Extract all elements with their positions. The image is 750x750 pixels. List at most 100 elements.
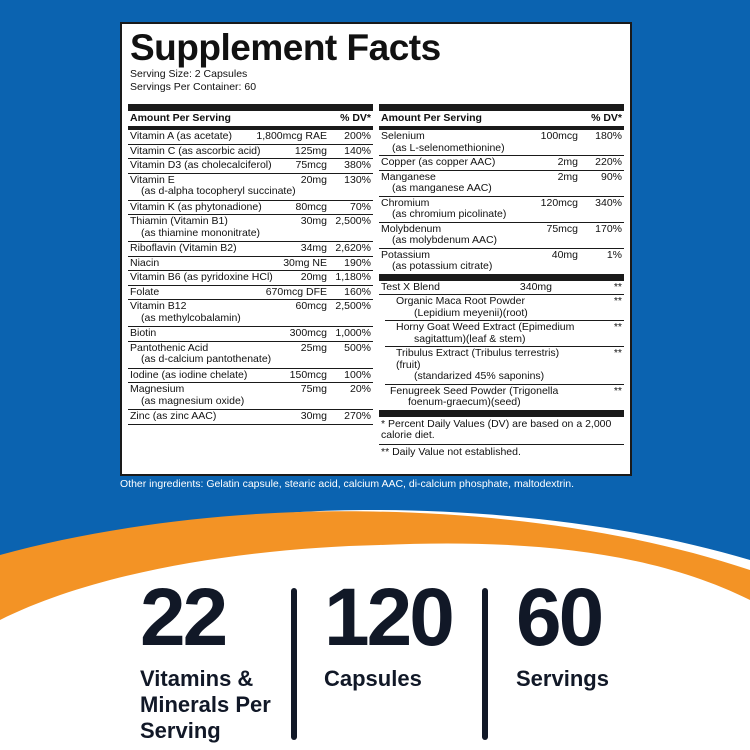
nutrient-name: Manganese (as manganese AAC) — [381, 170, 558, 195]
nutrient-label: Vitamin C (as ascorbic acid) — [130, 144, 261, 157]
nutrient-name: Biotin — [130, 327, 290, 340]
nutrient-dv: 1% — [606, 248, 622, 261]
nutrient-dv: ** — [613, 321, 622, 333]
nutrient-source: (as magnesium oxide) — [141, 394, 245, 407]
nutrient-label: Copper (as copper AAC) — [381, 156, 496, 168]
stat-servings: 60 Servings — [516, 572, 609, 692]
nutrient-label: Molybdenum — [381, 222, 442, 235]
nutrient-dv: 70% — [349, 200, 371, 213]
nutrient-name: Vitamin B12 (as methylcobalamin) — [130, 300, 295, 324]
stat-number: 120 — [324, 572, 455, 663]
nutrient-name: Potassium (as potassium citrate) — [381, 249, 552, 273]
serving-size: Serving Size: 2 Capsules — [130, 68, 248, 80]
nutrient-label: Thiamin (Vitamin B1) — [130, 215, 228, 227]
nutrient-row: Horny Goat Weed Extract (Epimedium sagita… — [385, 321, 624, 347]
nutrient-row: Selenium (as L-selenomethionine) 100mcg 180… — [379, 130, 624, 156]
nutrient-label: Pantothenic Acid — [130, 341, 209, 354]
nutrient-amount: 20mg — [300, 271, 327, 283]
nutrient-name: Folate — [130, 285, 266, 299]
nutrient-row: Biotin 300mcg 1,000% — [128, 327, 373, 342]
footnote-dv: * Percent Daily Values (DV) are based on… — [379, 417, 624, 445]
stat-capsules: 120 Capsules — [324, 572, 455, 692]
nutrient-label: Test X Blend — [381, 280, 440, 293]
nutrient-label: Organic Maca Root Powder — [396, 295, 525, 307]
nutrient-name: Vitamin C (as ascorbic acid) — [130, 144, 295, 158]
nutrient-name: Iodine (as iodine chelate) — [130, 368, 290, 382]
header-amount: Amount Per Serving — [381, 112, 482, 124]
nutrient-dv: 20% — [349, 383, 371, 395]
nutrient-row: Potassium (as potassium citrate) 40mg 1% — [379, 249, 624, 281]
nutrient-row: Manganese (as manganese AAC) 2mg 90% — [379, 171, 624, 197]
nutrient-name: Vitamin D3 (as cholecalciferol) — [130, 159, 295, 172]
nutrient-dv: 90% — [600, 170, 622, 183]
nutrient-row: Vitamin D3 (as cholecalciferol) 75mcg 380% — [128, 159, 373, 174]
nutrient-name: Vitamin E (as d-alpha tocopheryl succinat… — [130, 174, 301, 198]
nutrient-dv: ** — [613, 347, 622, 359]
nutrient-amount: 75mcg — [546, 222, 578, 235]
nutrient-name: Selenium (as L-selenomethionine) — [381, 130, 541, 154]
nutrient-row: Vitamin B6 (as pyridoxine HCl) 20mg 1,180% — [128, 271, 373, 286]
nutrient-amount: 1,800mcg RAE — [256, 130, 327, 142]
nutrient-amount: 30mg NE — [283, 256, 327, 269]
nutrient-name: Vitamin B6 (as pyridoxine HCl) — [130, 271, 301, 284]
nutrient-dv: 1,000% — [335, 327, 371, 339]
nutrient-row: Magnesium (as magnesium oxide) 75mg 20% — [128, 383, 373, 410]
nutrient-name: Chromium (as chromium picolinate) — [381, 197, 541, 221]
nutrient-row: Chromium (as chromium picolinate) 120mcg 34… — [379, 197, 624, 223]
nutrient-name: Zinc (as zinc AAC) — [130, 410, 301, 423]
header-amount: Amount Per Serving — [130, 112, 231, 124]
nutrient-dv: 140% — [344, 144, 371, 157]
nutrient-label: Folate — [130, 285, 160, 298]
nutrient-label: Manganese — [381, 170, 436, 183]
divider — [482, 588, 488, 740]
nutrient-amount: 25mg — [300, 341, 327, 354]
nutrient-amount: 20mg — [300, 173, 327, 186]
stat-label: Servings — [516, 666, 609, 691]
nutrient-amount: 300mcg — [289, 327, 327, 339]
nutrient-row: Thiamin (Vitamin B1) (as thiamine mononit… — [128, 215, 373, 242]
supplement-facts-panel: Supplement Facts Serving Size: 2 Capsule… — [120, 22, 632, 476]
nutrient-dv: 160% — [344, 285, 371, 298]
nutrient-source: (as manganese AAC) — [392, 182, 492, 194]
nutrient-row: Folate 670mcg DFE 160% — [128, 285, 373, 300]
nutrient-amount: 670mcg DFE — [265, 285, 327, 298]
nutrient-name: Molybdenum (as molybdenum AAC) — [381, 222, 546, 247]
nutrient-source: sagitattum)(leaf & stem) — [414, 332, 526, 345]
nutrient-row: Vitamin A (as acetate) 1,800mcg RAE 200% — [128, 130, 373, 145]
nutrient-dv: 2,500% — [335, 215, 371, 227]
nutrient-dv: 2,500% — [335, 300, 371, 312]
right-column: Amount Per Serving % DV* Selenium (as L-se… — [379, 104, 624, 460]
nutrient-dv: 2,620% — [335, 242, 371, 254]
nutrient-row: Vitamin E (as d-alpha tocopheryl succinat… — [128, 174, 373, 201]
nutrient-row: Vitamin C (as ascorbic acid) 125mg 140% — [128, 144, 373, 159]
stat-label: Capsules — [324, 666, 422, 691]
stat-number: 60 — [516, 572, 604, 663]
nutrient-label: Magnesium — [130, 383, 185, 395]
nutrient-source: (as molybdenum AAC) — [392, 234, 498, 246]
nutrient-name: Horny Goat Weed Extract (Epimedium sagita… — [387, 321, 578, 345]
nutrient-amount: 2mg — [557, 170, 578, 183]
nutrient-label: Vitamin D3 (as cholecalciferol) — [130, 159, 272, 171]
nutrient-amount: 2mg — [557, 156, 578, 168]
nutrient-row: Riboflavin (Vitamin B2) 34mg 2,620% — [128, 242, 373, 257]
nutrient-dv: 500% — [344, 341, 371, 354]
nutrient-label: Horny Goat Weed Extract (Epimedium — [396, 321, 575, 333]
nutrient-source: (as d-alpha tocopheryl succinate) — [141, 185, 296, 197]
nutrient-label: Selenium — [381, 130, 425, 142]
nutrient-dv: 340% — [595, 196, 622, 209]
nutrient-row: Tribulus Extract (Tribulus terrestris)(f… — [385, 347, 624, 385]
nutrient-row: Organic Maca Root Powder (Lepidium meyeni… — [385, 295, 624, 321]
nutrient-source: (Lepidium meyenii)(root) — [414, 306, 528, 319]
nutrient-amount: 120mcg — [540, 196, 578, 209]
nutrient-row: Molybdenum (as molybdenum AAC) 75mcg 170% — [379, 223, 624, 249]
nutrient-label: Iodine (as iodine chelate) — [130, 368, 248, 381]
divider — [291, 588, 297, 740]
nutrient-amount: 75mg — [300, 383, 327, 395]
column-header: Amount Per Serving % DV* — [379, 111, 624, 130]
nutrient-row: Pantothenic Acid (as d-calcium pantothena… — [128, 342, 373, 369]
nutrient-amount: 60mcg — [295, 300, 327, 312]
column-header: Amount Per Serving % DV* — [128, 111, 373, 130]
nutrient-name: Vitamin A (as acetate) — [130, 130, 256, 143]
nutrient-name: Test X Blend — [381, 280, 520, 294]
nutrient-dv: 190% — [344, 256, 371, 269]
